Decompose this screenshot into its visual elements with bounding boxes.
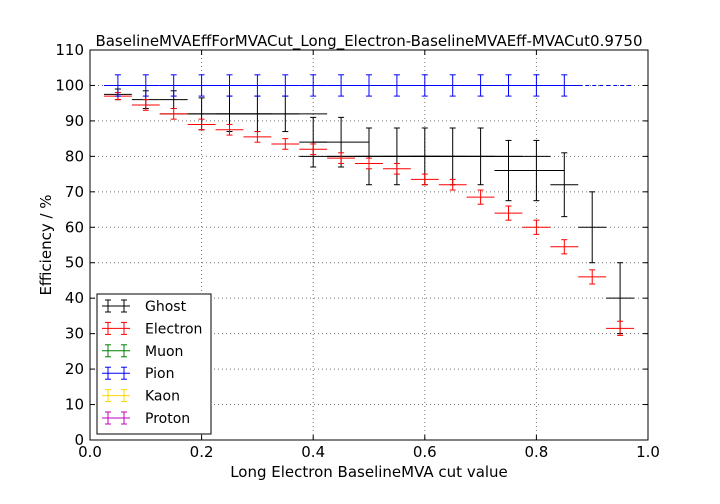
pion-point <box>438 74 467 97</box>
y-tick-label: 80 <box>65 147 84 165</box>
electron-point <box>131 99 160 111</box>
pion-point <box>327 74 356 97</box>
x-tick-label: 0.2 <box>190 443 214 461</box>
electron-point <box>382 162 411 175</box>
electron-point <box>215 123 244 136</box>
y-tick-label: 0 <box>74 431 84 449</box>
y-tick-label: 70 <box>65 183 84 201</box>
legend-entry-kaon: Kaon <box>102 389 180 405</box>
ghost-point <box>508 139 565 202</box>
legend-label-muon: Muon <box>145 344 183 360</box>
legend-entry-muon: Muon <box>102 344 183 360</box>
pion-point <box>382 74 411 97</box>
y-axis-label: Efficiency / % <box>37 194 55 295</box>
pion-point <box>215 74 244 97</box>
legend-label-electron: Electron <box>145 321 202 337</box>
pion-point <box>103 74 132 97</box>
pion-point <box>299 74 328 97</box>
legend-entry-pion: Pion <box>102 366 174 382</box>
legend-entry-proton: Proton <box>102 411 190 427</box>
electron-point <box>299 143 328 156</box>
electron-point <box>494 205 523 221</box>
pion-point <box>550 74 579 97</box>
pion-point <box>187 74 216 97</box>
x-tick-label: 0.0 <box>78 443 102 461</box>
pion-point <box>522 74 551 97</box>
y-tick-label: 40 <box>65 289 84 307</box>
electron-point <box>578 269 607 285</box>
x-tick-label: 0.4 <box>301 443 325 461</box>
legend-label-pion: Pion <box>145 366 174 382</box>
pion-point <box>410 74 439 97</box>
chart-title: BaselineMVAEffForMVACut_Long_Electron-Ba… <box>95 32 642 51</box>
pion-point <box>243 74 272 97</box>
legend-entry-electron: Electron <box>102 321 202 337</box>
y-tick-label: 20 <box>65 360 84 378</box>
legend-entry-ghost: Ghost <box>102 299 187 315</box>
electron-point <box>466 189 495 205</box>
pion-point <box>131 74 160 97</box>
legend-box <box>96 293 212 435</box>
pion-point <box>355 74 383 97</box>
legend-label-kaon: Kaon <box>145 389 180 405</box>
pion-point <box>494 74 523 97</box>
axis-ticks: 0 10 20 30 40 50 60 70 80 90 100 110 0.0 0.2 0.4 0.6 0.8… <box>55 41 660 461</box>
y-tick-label: 60 <box>65 218 84 236</box>
x-tick-label: 0.6 <box>413 443 437 461</box>
electron-point <box>522 219 551 235</box>
electron-point <box>606 320 635 336</box>
plot-frame <box>89 49 649 441</box>
electron-point <box>327 152 356 164</box>
ghost-point <box>410 127 551 186</box>
electron-point <box>159 108 188 120</box>
y-tick-label: 10 <box>65 396 84 414</box>
pion-point <box>271 74 300 97</box>
electron-point <box>271 138 300 150</box>
legend: Ghost Electron Muon Pion Kaon Proton <box>96 293 212 435</box>
electron-point <box>438 178 467 191</box>
electron-point <box>550 239 579 255</box>
y-tick-label: 100 <box>55 76 84 94</box>
electron-point <box>355 157 383 170</box>
y-tick-label: 50 <box>65 254 84 272</box>
x-tick-label: 1.0 <box>636 443 660 461</box>
electron-point <box>187 118 216 131</box>
y-tick-label: 90 <box>65 112 84 130</box>
pion-point <box>466 74 495 97</box>
ghost-point <box>550 152 579 218</box>
y-tick-label: 110 <box>55 41 84 59</box>
electron-point <box>410 173 439 186</box>
legend-label-proton: Proton <box>145 411 190 427</box>
pion-point <box>159 74 188 97</box>
x-axis-label: Long Electron BaselineMVA cut value <box>230 463 508 481</box>
ghost-point <box>578 191 607 264</box>
legend-label-ghost: Ghost <box>145 299 187 315</box>
data-marks <box>103 74 635 336</box>
y-tick-label: 30 <box>65 325 84 343</box>
electron-point <box>243 131 272 143</box>
x-tick-label: 0.8 <box>524 443 548 461</box>
